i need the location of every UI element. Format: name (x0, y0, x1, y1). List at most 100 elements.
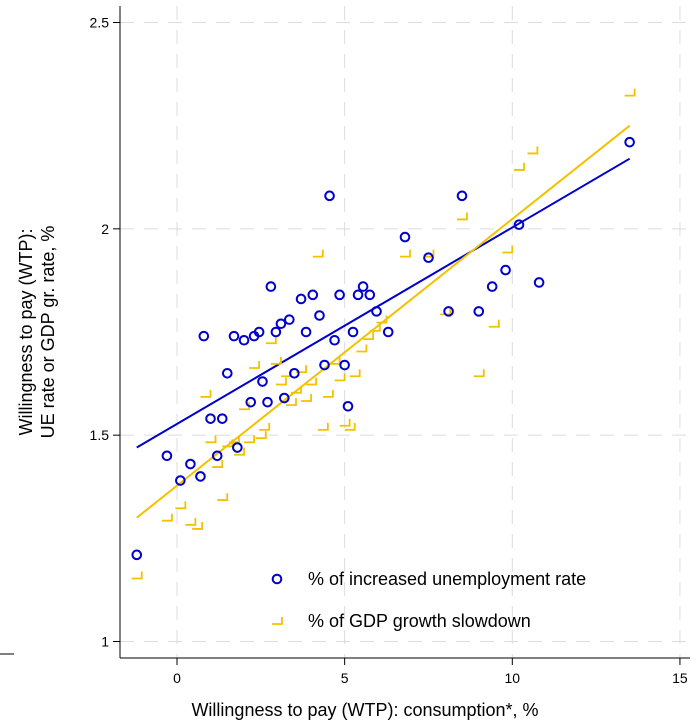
unemployment-point (473, 306, 485, 317)
unemployment-point (486, 281, 498, 292)
gdp-point (473, 369, 485, 378)
gdp-point (301, 394, 312, 402)
unemployment-point (357, 281, 369, 292)
gdp-point (291, 385, 302, 394)
gdp-point (217, 493, 229, 501)
x-tick-label: 0 (173, 670, 181, 686)
unemployment-point (352, 289, 364, 301)
unemployment-point (221, 367, 233, 379)
unemployment-point (205, 413, 216, 424)
unemployment-point (253, 326, 265, 338)
gdp-point (249, 361, 261, 369)
gdp-point (239, 402, 250, 411)
gdp-point (265, 336, 277, 345)
gdp-point (175, 501, 187, 510)
gdp-point (344, 422, 356, 431)
y-tick-label: 2 (101, 221, 109, 237)
gdp-point (502, 245, 514, 254)
unemployment-point (347, 326, 359, 338)
gdp-point (339, 418, 351, 427)
legend-circle-marker (271, 573, 283, 585)
unemployment-point (265, 281, 277, 292)
axes: 1 1.5 2 2.5 0 5 10 15 (90, 6, 690, 686)
unemployment-point (329, 334, 340, 346)
unemployment-point (443, 306, 454, 317)
gdp-fit-line (136, 124, 631, 519)
gdp-point (349, 369, 361, 378)
gdp-point (488, 319, 500, 328)
gdp-point (286, 398, 297, 407)
unemployment-point (198, 330, 210, 342)
y-tick-label: 2.5 (90, 15, 110, 31)
unemployment-point (500, 264, 511, 276)
unemployment-point (275, 318, 287, 330)
gdp-point (312, 249, 324, 258)
unemployment-point (228, 330, 240, 342)
gdp-point (212, 460, 224, 468)
unemployment-point (289, 367, 300, 379)
unemployment-point (456, 190, 468, 202)
gdp-point (457, 212, 468, 221)
unemployment-point (278, 392, 290, 404)
unemployment-point (513, 219, 525, 231)
gdp-point (185, 517, 197, 526)
unemployment-point (161, 450, 173, 462)
gdp-point (322, 389, 334, 398)
unemployment-point (175, 475, 186, 486)
gdp-point (356, 344, 368, 353)
gdp-point (234, 447, 245, 456)
unemployment-point (195, 471, 206, 482)
gdp-point (514, 162, 525, 171)
y-axis-title-line-1: Willingness to pay (WTP): (16, 228, 36, 435)
unemployment-point (314, 310, 325, 321)
unemployment-point (216, 413, 228, 424)
x-tick-label: 5 (341, 670, 349, 686)
unemployment-fit-line (136, 157, 631, 449)
gdp-point (400, 249, 411, 258)
gdp-point (161, 513, 173, 522)
unemployment-point (533, 277, 545, 288)
legend-chevron-marker (272, 617, 283, 625)
gdp-point (255, 431, 267, 440)
gdp-point (200, 389, 212, 398)
unemployment-point (342, 400, 354, 412)
x-axis-title: Willingness to pay (WTP): consumption*, … (191, 700, 538, 720)
gdp-point (334, 373, 346, 382)
unemployment-point (295, 293, 307, 305)
unemployment-point (284, 314, 295, 325)
gdp-point (229, 435, 240, 444)
unemployment-point (131, 549, 143, 561)
gdp-point (270, 356, 282, 365)
legend: % of increased unemployment rate % of GDP… (271, 569, 586, 631)
x-tick-label: 10 (505, 670, 521, 686)
gdp-point (369, 323, 381, 332)
unemployment-point (624, 136, 635, 148)
gdp-point (244, 435, 255, 444)
unemployment-point (334, 289, 345, 301)
gdp-point (527, 146, 539, 155)
gdp-point (376, 315, 388, 324)
gdp-point (275, 377, 287, 386)
y-axis-title-line-2: UE rate or GDP gr. rate, % (38, 226, 58, 439)
legend-label-unemployment: % of increased unemployment rate (308, 569, 586, 589)
unemployment-point (232, 442, 243, 453)
gdp-point (205, 435, 217, 444)
unemployment-point (300, 326, 312, 338)
unemployment-point (382, 326, 394, 338)
y-tick-label: 1 (101, 633, 109, 649)
gdp-point (259, 422, 271, 431)
unemployment-point (270, 326, 282, 338)
unemployment-point (211, 450, 223, 462)
unemployment-point (307, 289, 319, 301)
unemployment-point (324, 190, 335, 202)
unemployment-point (319, 359, 330, 371)
unemployment-point (185, 458, 196, 470)
unemployment-point (399, 231, 411, 243)
gdp-point (306, 377, 318, 386)
x-tick-label: 15 (672, 670, 688, 686)
gdp-point (440, 307, 452, 316)
fit-lines (136, 124, 631, 519)
gdp-point (317, 422, 329, 431)
gdp-point (624, 88, 636, 97)
